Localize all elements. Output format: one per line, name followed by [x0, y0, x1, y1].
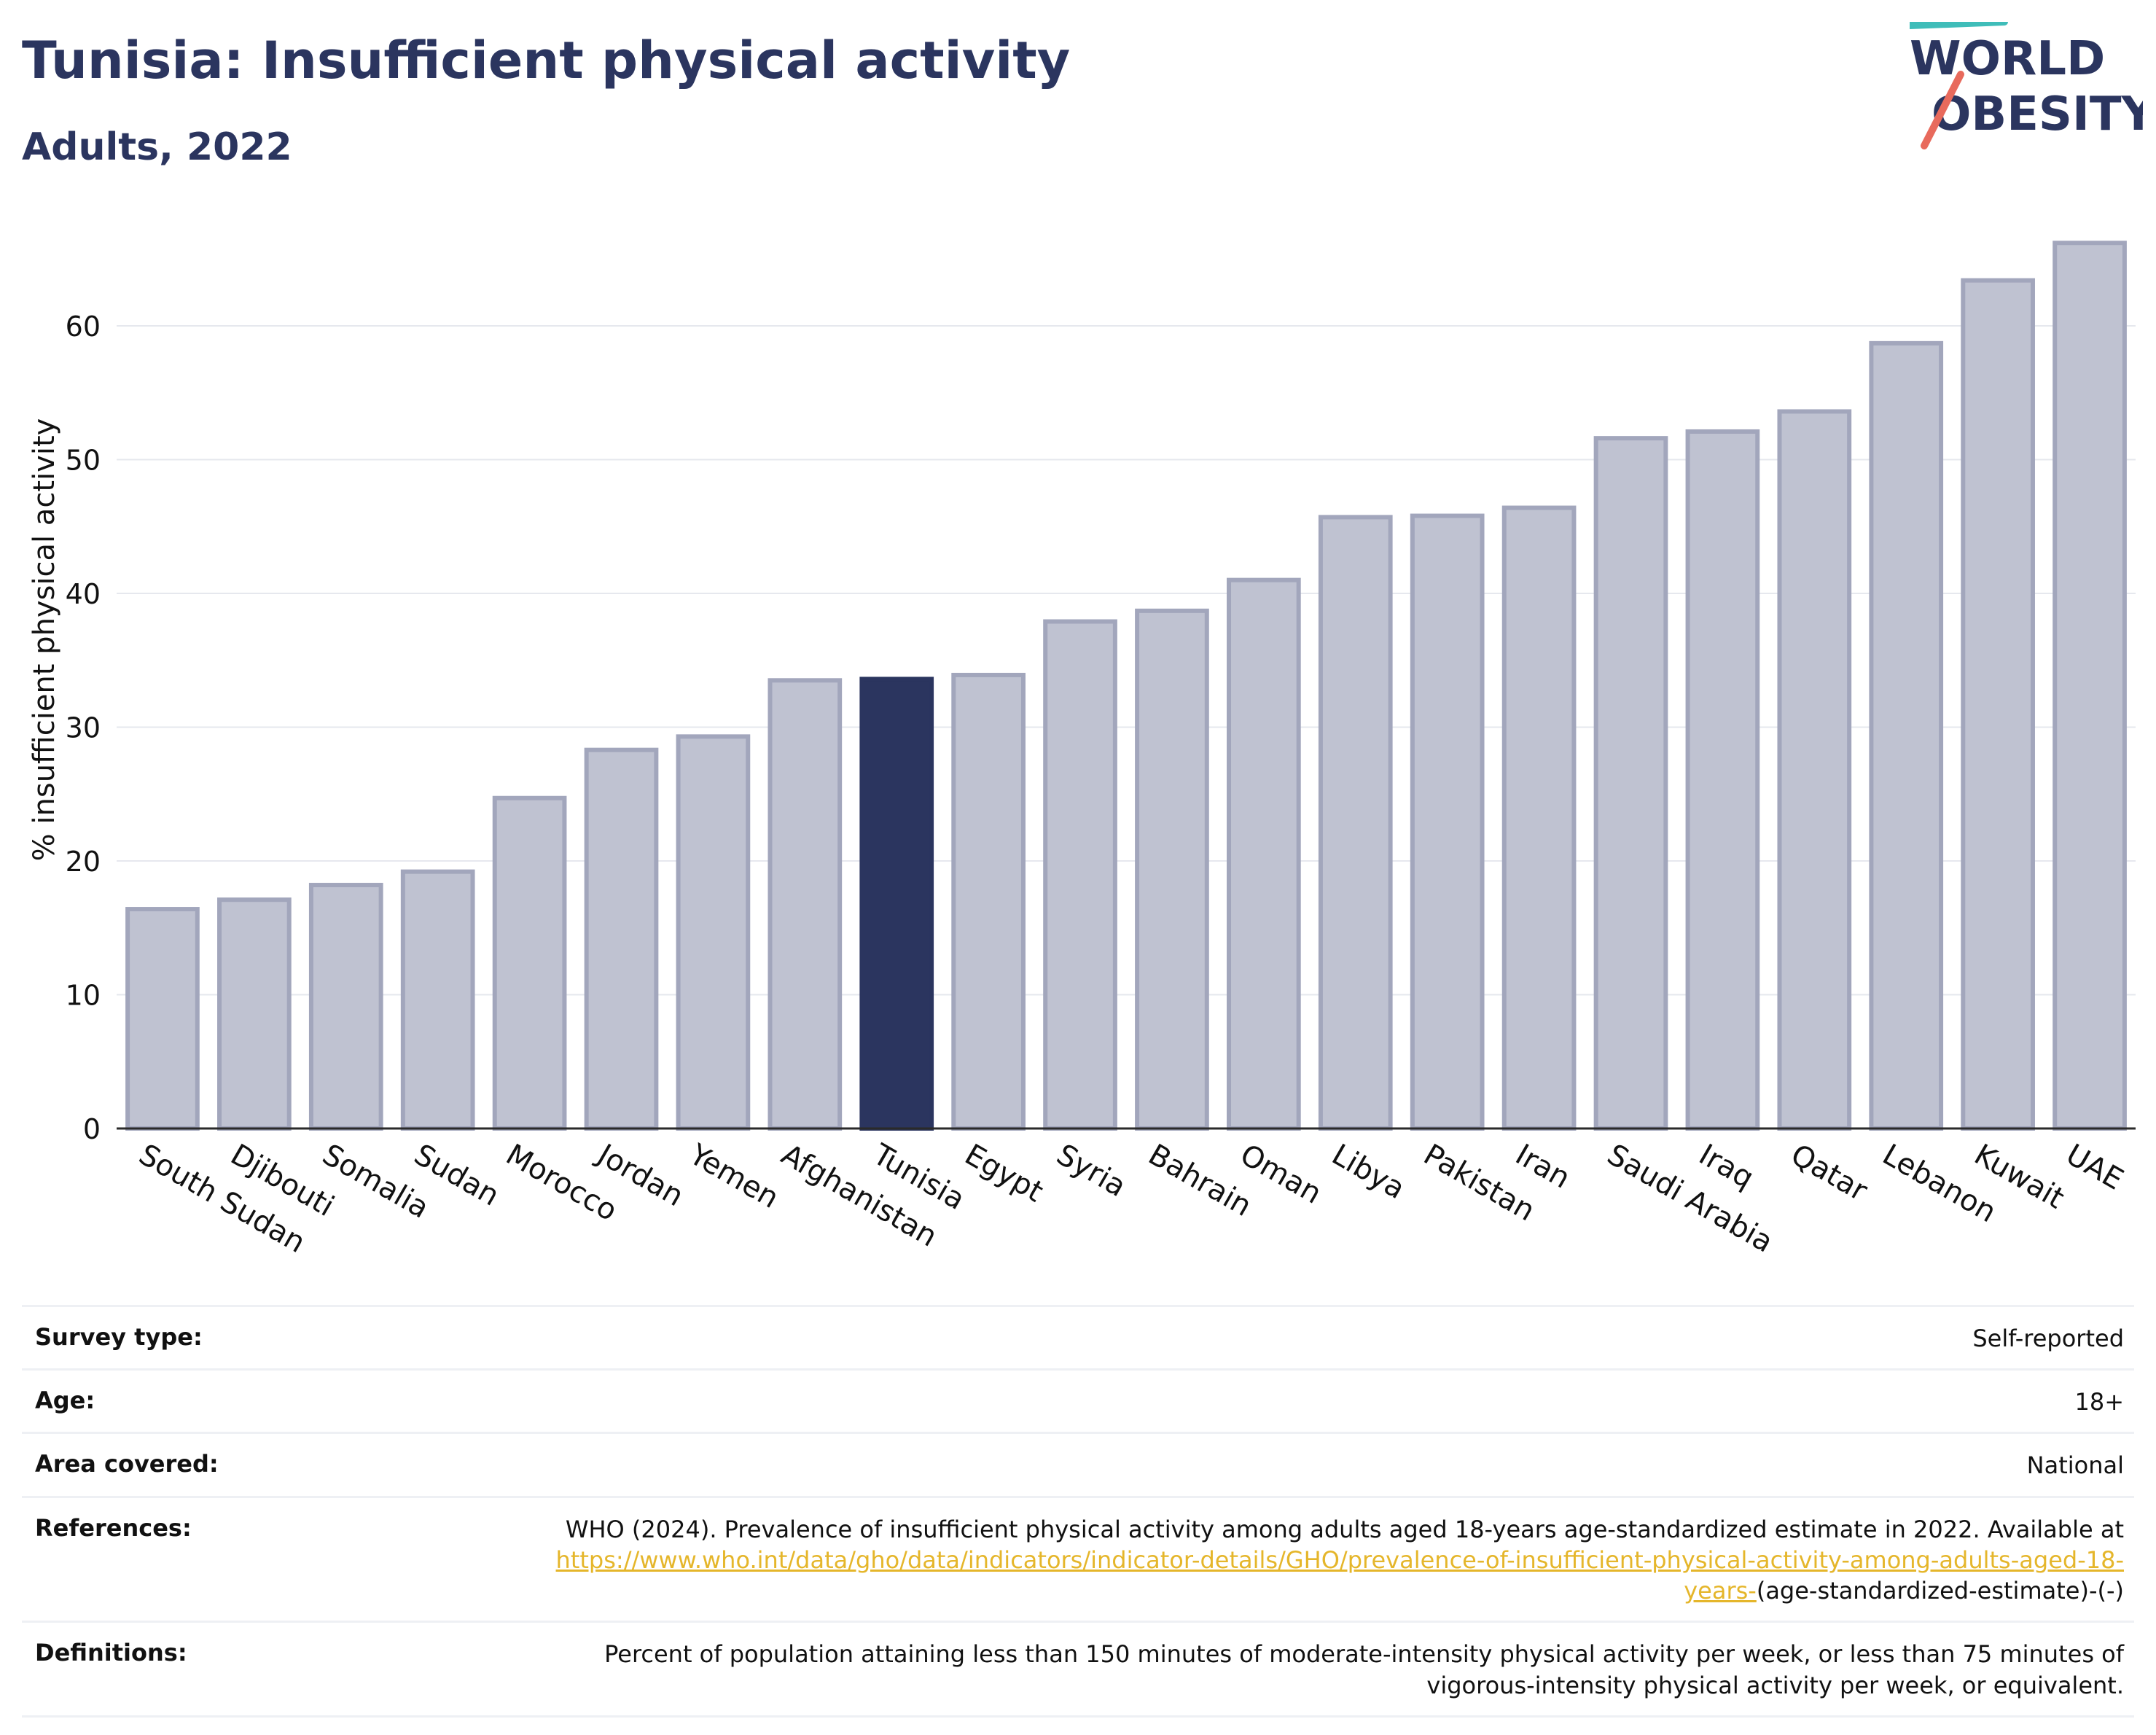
- bar-qatar: [1777, 409, 1852, 1131]
- meta-row-age: Age: 18+: [22, 1368, 2134, 1432]
- y-tick-label: 50: [66, 445, 101, 477]
- meta-row-area: Area covered: National: [22, 1432, 2134, 1495]
- x-tick-label: Qatar: [1785, 1138, 1873, 1208]
- bar-egypt: [951, 672, 1026, 1131]
- x-tick-label: Syria: [1051, 1138, 1132, 1204]
- x-tick-label: UAE: [2061, 1138, 2129, 1197]
- y-tick-label: 60: [66, 311, 101, 343]
- chart-subtitle: Adults, 2022: [22, 125, 292, 169]
- x-axis-labels: South SudanDjiboutiSomaliaSudanMoroccoJo…: [133, 1136, 2129, 1260]
- y-tick-label: 10: [66, 980, 101, 1012]
- x-tick-label: Libya: [1327, 1138, 1411, 1206]
- bars: [125, 241, 2127, 1131]
- meta-value-area: National: [2026, 1451, 2124, 1480]
- meta-value-references: WHO (2024). Prevalence of insufficient p…: [535, 1514, 2124, 1607]
- meta-row-references: References: WHO (2024). Prevalence of in…: [22, 1495, 2134, 1621]
- bar-oman: [1227, 577, 1301, 1131]
- metadata-table: Survey type: Self-reported Age: 18+ Area…: [22, 1305, 2134, 1718]
- meta-label-area: Area covered:: [35, 1450, 219, 1478]
- meta-label-age: Age:: [35, 1387, 95, 1415]
- world-obesity-logo: WORLD OBESITY: [1910, 22, 2143, 149]
- y-tick-label: 40: [66, 578, 101, 610]
- bar-pakistan: [1410, 513, 1485, 1131]
- logo-line2: OBESITY: [1932, 87, 2143, 141]
- bar-iran: [1501, 505, 1577, 1131]
- bar-afghanistan: [768, 678, 843, 1131]
- bar-yemen: [676, 734, 751, 1131]
- y-tick-label: 20: [66, 846, 101, 878]
- bar-libya: [1318, 515, 1393, 1131]
- x-tick-label: Saudi Arabia: [1601, 1138, 1778, 1260]
- meta-value-age: 18+: [2074, 1388, 2124, 1416]
- bar-somalia: [308, 883, 383, 1131]
- y-tick-label: 0: [83, 1113, 101, 1145]
- meta-label-definitions: Definitions:: [35, 1639, 187, 1667]
- reference-text: WHO (2024). Prevalence of insufficient p…: [565, 1515, 2124, 1543]
- bar-lebanon: [1869, 340, 1944, 1131]
- bar-jordan: [584, 747, 659, 1131]
- bar-tunisia: [859, 677, 934, 1131]
- bar-south-sudan: [125, 907, 200, 1131]
- meta-row-definitions: Definitions: Percent of population attai…: [22, 1621, 2134, 1718]
- bar-uae: [2053, 241, 2127, 1131]
- y-axis-ticks: 0 10 20 30 40 50 60: [66, 311, 101, 1145]
- bar-kuwait: [1961, 278, 2035, 1131]
- meta-label-survey-type: Survey type:: [35, 1323, 203, 1351]
- bar-syria: [1043, 619, 1117, 1131]
- y-axis-title: % insufficient physical activity: [28, 418, 61, 862]
- bar-morocco: [492, 795, 567, 1131]
- x-tick-label: Bahrain: [1143, 1138, 1257, 1223]
- bar-bahrain: [1135, 608, 1209, 1131]
- logo-line1: WORLD: [1910, 32, 2105, 86]
- x-tick-label: Egypt: [959, 1138, 1049, 1209]
- meta-value-definitions: Percent of population attaining less tha…: [604, 1640, 2124, 1699]
- reference-link[interactable]: https://www.who.int/data/gho/data/indica…: [555, 1545, 2124, 1605]
- meta-row-survey-type: Survey type: Self-reported: [22, 1305, 2134, 1368]
- logo-slash-coral: [1921, 71, 1964, 149]
- x-tick-label: Yemen: [683, 1137, 784, 1215]
- bar-chart: 0 10 20 30 40 50 60 South SudanDjiboutiSomalia…: [28, 241, 2136, 1260]
- bar-iraq: [1685, 429, 1760, 1131]
- y-tick-label: 30: [66, 712, 101, 744]
- bar-saudi-arabia: [1593, 436, 1668, 1131]
- bar-sudan: [400, 869, 475, 1131]
- reference-suffix: (age-standardized-estimate)-(-): [1756, 1577, 2124, 1605]
- logo-slash-teal: [1910, 22, 2008, 29]
- meta-value-survey-type: Self-reported: [1972, 1325, 2124, 1352]
- meta-label-references: References:: [35, 1513, 192, 1542]
- bar-djibouti: [217, 897, 292, 1131]
- chart-title: Tunisia: Insufficient physical activity: [22, 31, 1071, 90]
